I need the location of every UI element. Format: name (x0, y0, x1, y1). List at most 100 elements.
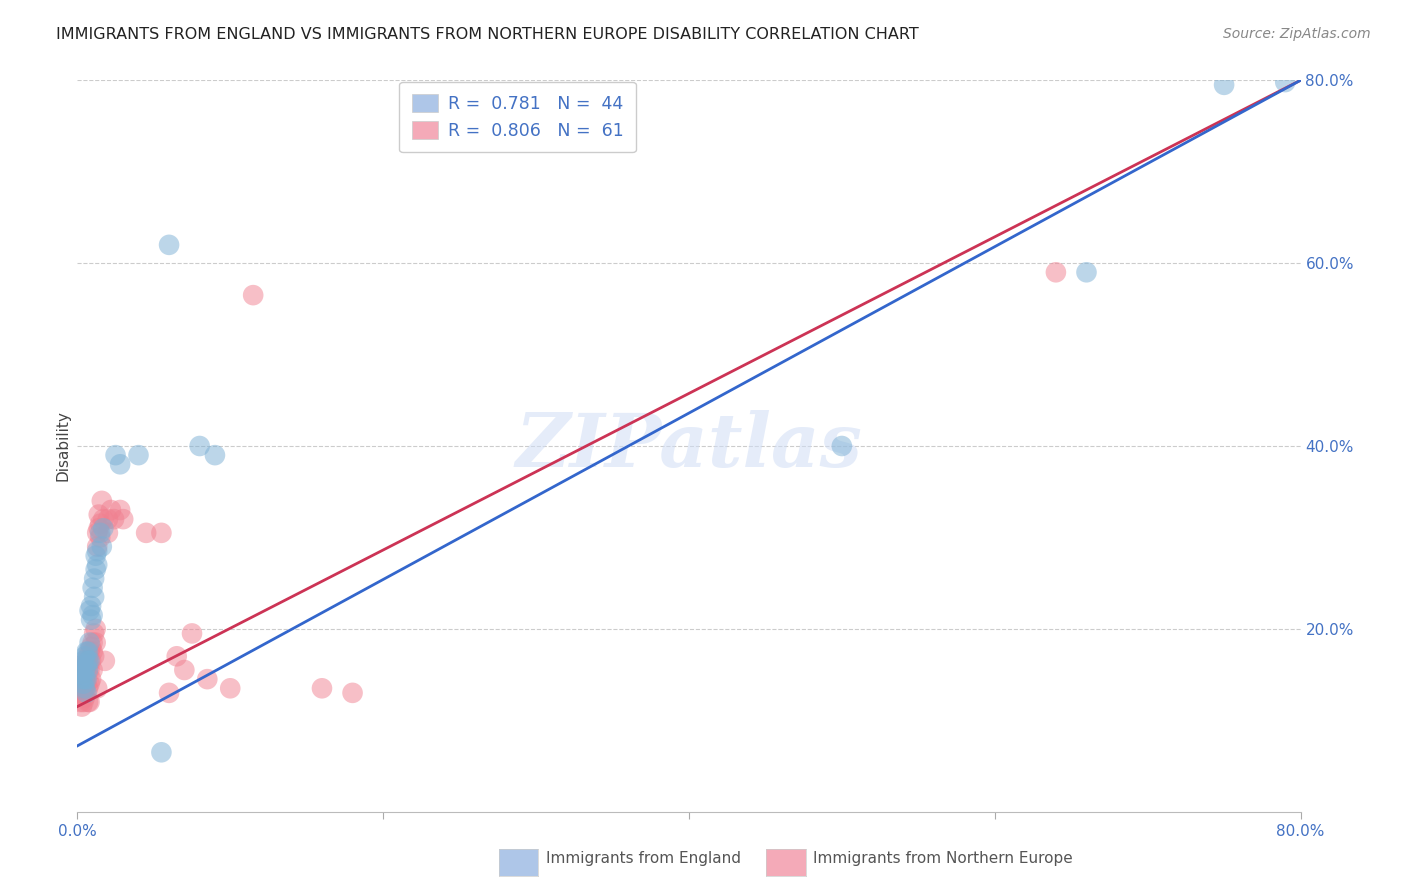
Point (90, 493, 112, 508)
Point (157, 238, 180, 252)
Point (79, 676, 101, 690)
Point (1076, 265, 1098, 279)
Point (166, 649, 188, 664)
Point (73, 663, 96, 677)
Point (76, 658, 98, 673)
Point (70, 686, 93, 700)
Y-axis label: Disability: Disability (55, 410, 70, 482)
Point (80, 613, 103, 627)
Point (89, 525, 111, 540)
Point (69, 695, 91, 709)
Point (73, 690, 96, 705)
Point (73, 649, 96, 664)
Point (204, 448, 226, 462)
Point (108, 503, 131, 517)
Point (242, 288, 264, 302)
Point (72, 695, 94, 709)
Point (73, 681, 96, 696)
Point (150, 745, 173, 759)
Point (76, 645, 98, 659)
Point (89, 530, 111, 544)
Point (86, 681, 108, 696)
Point (72, 667, 94, 681)
Point (86, 544, 108, 558)
Point (188, 439, 211, 453)
Point (77, 654, 100, 668)
Point (83, 649, 105, 664)
Point (831, 439, 853, 453)
Point (76, 663, 98, 677)
Point (76, 686, 98, 700)
Text: IMMIGRANTS FROM ENGLAND VS IMMIGRANTS FROM NORTHERN EUROPE DISABILITY CORRELATIO: IMMIGRANTS FROM ENGLAND VS IMMIGRANTS FR… (56, 27, 920, 42)
Point (79, 663, 101, 677)
Text: Immigrants from Northern Europe: Immigrants from Northern Europe (813, 851, 1073, 865)
Point (108, 458, 131, 472)
Point (83, 590, 105, 604)
Point (1045, 265, 1067, 279)
Point (79, 654, 101, 668)
Point (100, 503, 122, 517)
Point (72, 681, 94, 696)
Point (73, 658, 96, 673)
Point (128, 448, 150, 462)
Point (77, 663, 100, 677)
Point (97, 525, 120, 540)
Point (87, 508, 110, 522)
Point (82, 645, 104, 659)
Point (72, 663, 94, 677)
Point (67, 686, 90, 700)
Point (70, 672, 93, 686)
Text: ZIPatlas: ZIPatlas (516, 409, 862, 483)
Point (82, 608, 104, 623)
Point (79, 635, 101, 649)
Point (69, 663, 91, 677)
Point (150, 525, 173, 540)
Point (104, 448, 127, 462)
Text: Source: ZipAtlas.com: Source: ZipAtlas.com (1223, 27, 1371, 41)
Point (91, 521, 114, 535)
Point (77, 645, 100, 659)
Point (112, 512, 135, 526)
Point (94, 654, 117, 668)
Point (79, 645, 101, 659)
Point (80, 654, 103, 668)
Point (157, 686, 180, 700)
Point (87, 521, 110, 535)
Point (77, 663, 100, 677)
Point (84, 622, 107, 636)
Point (90, 540, 112, 554)
Point (72, 654, 94, 668)
Point (86, 540, 108, 554)
Point (97, 512, 120, 526)
Point (84, 562, 107, 576)
Point (72, 676, 94, 690)
Point (82, 635, 104, 649)
Point (84, 635, 107, 649)
Point (342, 686, 364, 700)
Point (82, 663, 104, 677)
Point (70, 699, 93, 714)
Point (1274, 75, 1296, 89)
Point (181, 626, 204, 640)
Point (195, 672, 218, 686)
Point (80, 640, 103, 655)
Point (91, 512, 114, 526)
Point (77, 649, 100, 664)
Point (77, 681, 100, 696)
Point (76, 672, 98, 686)
Point (80, 672, 103, 686)
Point (103, 512, 125, 526)
Point (89, 516, 111, 531)
Point (173, 663, 195, 677)
Point (69, 676, 91, 690)
Point (70, 658, 93, 673)
Point (79, 603, 101, 617)
Text: Immigrants from England: Immigrants from England (546, 851, 741, 865)
Point (70, 672, 93, 686)
Point (80, 599, 103, 613)
Point (82, 581, 104, 595)
Point (86, 558, 108, 572)
Point (73, 672, 96, 686)
Point (86, 525, 108, 540)
Point (311, 681, 333, 696)
